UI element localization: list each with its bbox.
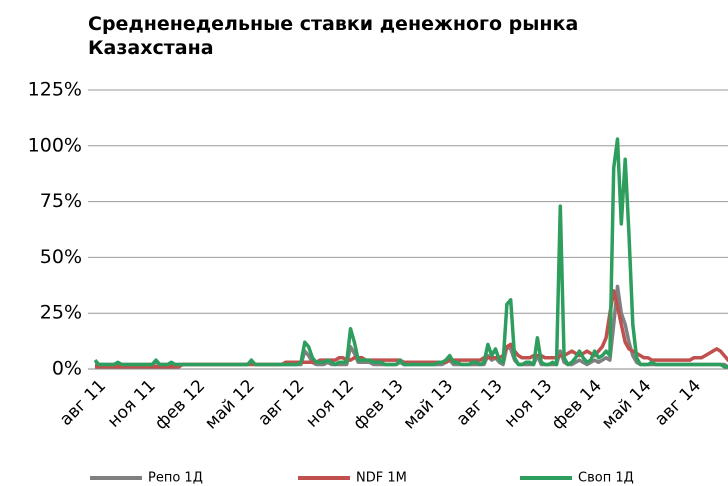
x-tick-label: май 14 <box>598 376 656 434</box>
x-tick-label: ноя 12 <box>302 376 358 432</box>
x-tick-label: май 13 <box>400 376 458 434</box>
x-tick-label: фев 13 <box>350 376 408 434</box>
x-tick-label: фев 14 <box>548 376 606 434</box>
legend-label: Своп 1Д <box>578 471 634 486</box>
x-tick-label: ноя 11 <box>104 376 160 432</box>
legend-label: NDF 1M <box>356 471 407 486</box>
y-tick-label: 125% <box>28 79 82 101</box>
x-tick-label: ноя 13 <box>501 376 557 432</box>
y-tick-label: 100% <box>28 134 82 156</box>
x-tick-label: авг 11 <box>56 376 110 430</box>
x-tick-label: май 12 <box>201 376 259 434</box>
legend-label: Репо 1Д <box>148 471 203 486</box>
y-tick-label: 75% <box>40 190 82 212</box>
x-tick-label: авг 12 <box>254 376 308 430</box>
x-tick-label: авг 14 <box>651 376 705 430</box>
y-tick-label: 0% <box>52 358 82 380</box>
y-tick-label: 25% <box>40 302 82 324</box>
chart-title: Средненедельные ставки денежного рынка К… <box>88 13 579 59</box>
series-line <box>93 137 728 369</box>
x-tick-label: фев 12 <box>151 376 209 434</box>
x-tick-label: авг 13 <box>453 376 507 430</box>
y-tick-label: 50% <box>40 246 82 268</box>
